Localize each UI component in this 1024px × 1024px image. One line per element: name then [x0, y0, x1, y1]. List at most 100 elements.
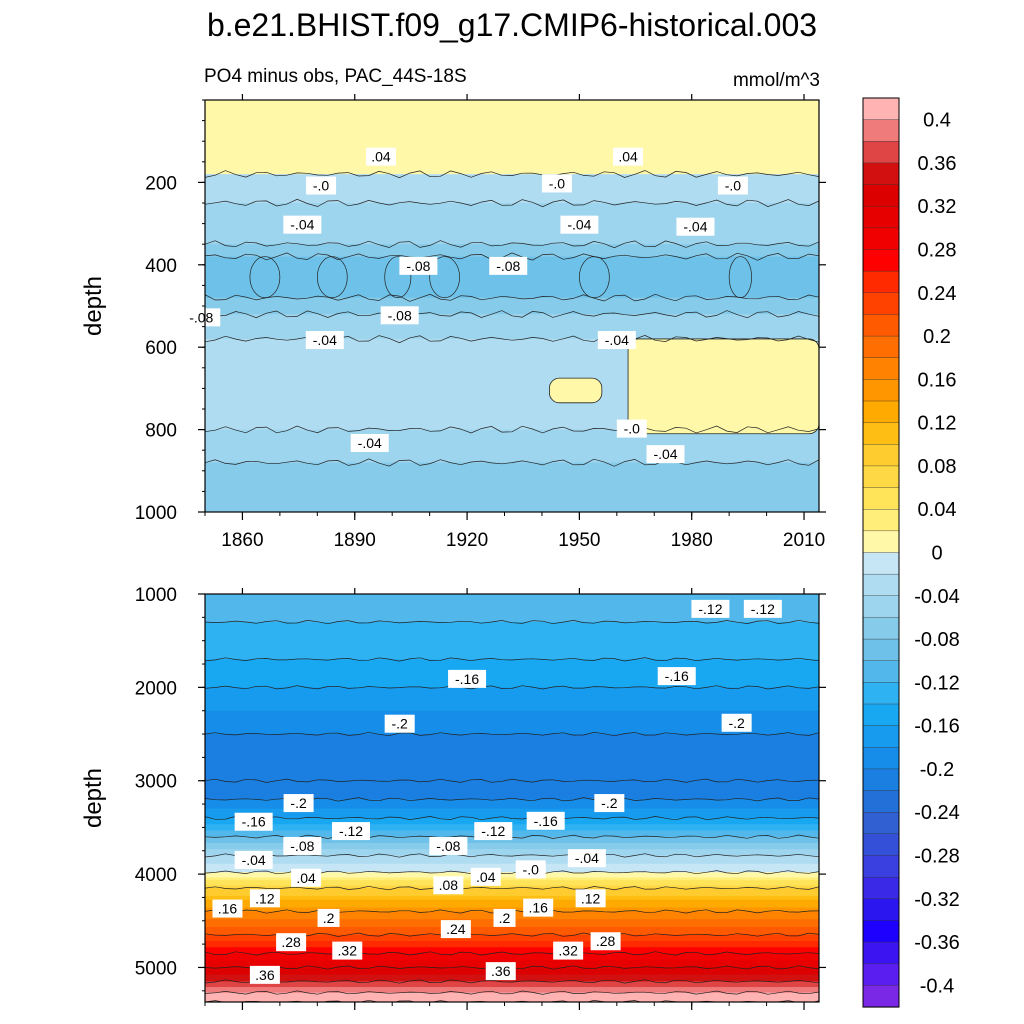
- contour-label-box: [691, 599, 730, 618]
- anomaly-blob: [579, 256, 610, 299]
- contour-label: -.0: [515, 860, 546, 879]
- contour-label: .2: [317, 908, 340, 927]
- lower-y-axis-title: depth: [80, 768, 107, 828]
- colorbar-tick-label: 0: [931, 543, 942, 565]
- colorbar-swatch: [862, 162, 900, 186]
- depth-band: [205, 882, 819, 887]
- contour-label-text: -.2: [728, 715, 745, 731]
- colorbar-tick-label: -0.32: [914, 889, 960, 911]
- contour-label: -.04: [350, 434, 389, 453]
- depth-band: [205, 818, 819, 822]
- colorbar-swatch: [862, 400, 900, 424]
- colorbar-swatch: [862, 465, 900, 489]
- contour-label-box: [448, 669, 487, 688]
- lower-panel: -.12 -.12 -.16 -.16 -.2 -.2 -.2 -.2 -.16 -.16 -.12…: [80, 585, 826, 1010]
- depth-band: [205, 998, 819, 1002]
- x-tick-label: 1890: [334, 530, 376, 551]
- colorbar-swatch: [862, 487, 900, 510]
- colorbar-swatch: [862, 119, 900, 142]
- y-tick-label: 1000: [135, 503, 177, 524]
- depth-band: [205, 960, 819, 964]
- contour-label-box: [485, 962, 516, 981]
- depth-band: [205, 895, 819, 901]
- contour-label-text: -.0: [523, 861, 540, 877]
- contour-label: -.04: [560, 215, 599, 234]
- contour-line: [205, 458, 819, 467]
- depth-band: [205, 734, 819, 743]
- contour-label-text: -.0: [549, 175, 566, 191]
- colorbar-tick-label: 0.4: [923, 110, 951, 132]
- colorbar-swatch: [862, 617, 900, 640]
- contour-label: .04: [470, 867, 501, 886]
- contour-label-text: -.04: [683, 219, 707, 235]
- contour-label: -.12: [743, 599, 782, 618]
- colorbar-tick-label: 0.28: [918, 240, 957, 262]
- contour-line: [205, 885, 819, 891]
- contour-label-box: [523, 898, 554, 917]
- colorbar-tick-label: 0.04: [918, 499, 957, 521]
- depth-band: [205, 903, 819, 909]
- colorbar-swatch: [862, 530, 900, 554]
- contour-label-box: [489, 256, 528, 275]
- contour-label: -.12: [474, 822, 513, 841]
- depth-band: [205, 757, 819, 766]
- depth-band: [205, 888, 819, 893]
- colorbar-swatch: [862, 855, 900, 878]
- colorbar: 0.4 0.36 0.32 0.28 0.24 0.2 0.16 0.12 0.08 0.04 0 -…: [862, 97, 960, 1008]
- contour-label: -.04: [646, 445, 685, 464]
- contour-label-text: -.16: [665, 668, 689, 684]
- depth-band: [205, 987, 819, 990]
- depth-band: [205, 718, 819, 727]
- depth-band: [205, 429, 819, 464]
- depth-band: [205, 855, 819, 859]
- colorbar-swatch: [862, 422, 900, 445]
- contour-label-box: [553, 941, 584, 960]
- colorbar-swatch: [862, 509, 900, 532]
- contour-label-box: [560, 215, 599, 234]
- depth-band: [205, 937, 819, 942]
- depth-band: [205, 880, 819, 884]
- colorbar-tick-label: -0.24: [914, 802, 960, 824]
- colorbar-tick-label: -0.36: [914, 932, 960, 954]
- colorbar-tick-label: -0.08: [914, 629, 960, 651]
- chart-title: b.e21.BHIST.f09_g17.CMIP6-historical.003: [207, 7, 817, 43]
- colorbar-swatch: [862, 941, 900, 965]
- y-tick-label: 4000: [135, 865, 177, 886]
- depth-band: [205, 783, 819, 788]
- lower-plot-frame: [204, 593, 820, 1003]
- depth-band: [205, 985, 819, 988]
- contour-label-text: -.12: [751, 601, 775, 617]
- contour-label-text: -.0: [725, 178, 742, 194]
- contour-label-box: [234, 812, 273, 831]
- depth-band: [205, 885, 819, 889]
- contour-label-text: .28: [281, 934, 301, 950]
- contour-label-text: -.2: [392, 716, 409, 732]
- depth-band: [205, 863, 819, 868]
- contour-label: -.08: [283, 837, 322, 856]
- contour-label: -.0: [717, 176, 748, 195]
- contour-label: -.04: [305, 331, 344, 350]
- anomaly-blob: [728, 256, 752, 299]
- contour-label-box: [594, 794, 625, 813]
- contour-label: -.16: [526, 811, 565, 830]
- colorbar-swatch: [862, 812, 900, 835]
- depth-band: [205, 926, 819, 932]
- depth-band: [205, 814, 819, 819]
- contour-label-text: -.12: [698, 601, 722, 617]
- contour-label-text: .08: [439, 877, 459, 893]
- contour-label: -.2: [594, 794, 625, 813]
- depth-band: [205, 953, 819, 957]
- contour-label-box: [380, 306, 419, 325]
- depth-band: [205, 808, 819, 813]
- contour-label-text: .2: [499, 910, 511, 926]
- depth-band: [205, 988, 819, 992]
- colorbar-swatch: [862, 638, 900, 662]
- contour-label-box: [743, 599, 782, 618]
- colorbar-tick-label: -0.2: [920, 759, 954, 781]
- contour-label-text: -.08: [406, 258, 430, 274]
- y-tick-label: 2000: [135, 678, 177, 699]
- contour-label-text: -.12: [481, 823, 505, 839]
- y-tick-label: 800: [145, 421, 177, 442]
- contour-label: -.08: [429, 837, 468, 856]
- contour-label-box: [212, 899, 243, 918]
